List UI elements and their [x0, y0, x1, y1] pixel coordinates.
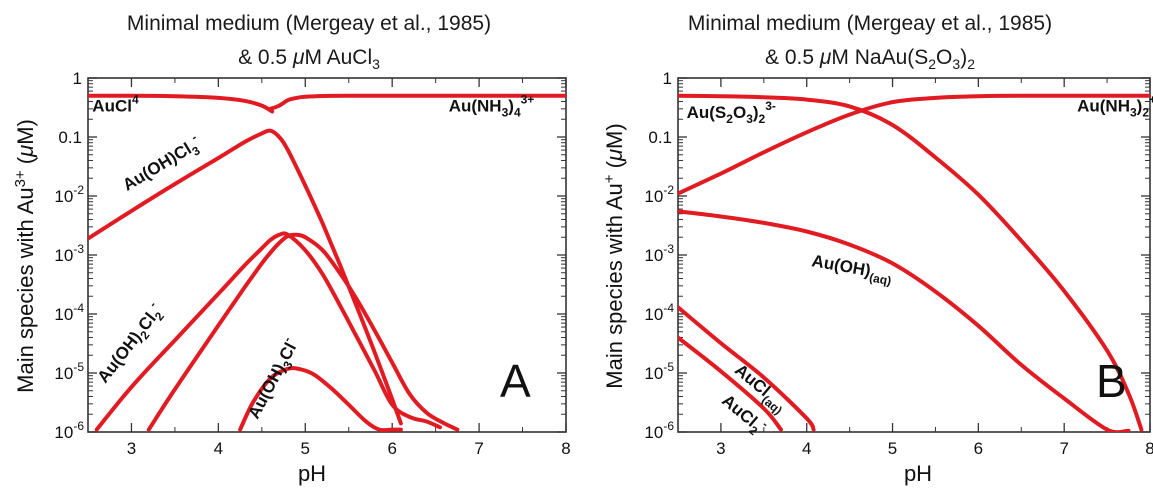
panel-b-title-line1: Minimal medium (Mergeay et al., 1985): [688, 12, 1052, 35]
panel-a-label-auohcl3: Au(OH)Cl3-: [117, 130, 206, 198]
panel-a-y-axis-label: Main species with Au3+ (μM): [12, 119, 38, 393]
panel-b-x-tick-label: 8: [1145, 439, 1153, 458]
panel-b-label-aus2o32: Au(S2O3)23-: [687, 99, 776, 126]
panel-a-label-auoh3cl: Au(OH)3Cl-: [241, 334, 306, 424]
panel-b-y-tick-label: 0.1: [648, 128, 672, 147]
panel-b-x-tick-label: 6: [974, 439, 983, 458]
panel-a-y-tick-label: 10-6: [54, 419, 84, 442]
panel-b-x-tick-label: 5: [888, 439, 897, 458]
panel-b-y-tick-label: 10-5: [644, 360, 674, 383]
panel-b: Minimal medium (Mergeay et al., 1985) & …: [601, 12, 1153, 486]
panel-b-series-aucl2: [678, 335, 783, 432]
panel-a-y-tick-label: 10-2: [54, 183, 84, 206]
panel-a-series-aunh34: [268, 93, 566, 111]
panel-a-y-tick-label: 10-5: [54, 360, 84, 383]
panel-a-letter: A: [500, 355, 531, 407]
panel-b-title-line2: & 0.5 μM NaAu(S2O3)2: [765, 46, 975, 72]
panel-b-x-tick-label: 4: [802, 439, 811, 458]
panel-b-y-tick-label: 10-2: [644, 183, 674, 206]
panel-b-series-aunh32: [678, 93, 1150, 196]
panel-a-x-tick-label: 3: [127, 439, 136, 458]
panel-a-series-auohcl3: [88, 128, 403, 426]
panel-b-y-tick-label: 10-4: [644, 301, 674, 324]
panel-a-y-tick-label: 1: [73, 69, 82, 88]
panel-b-x-axis-label: pH: [904, 461, 932, 486]
panel-b-x-tick-label: 7: [1059, 439, 1068, 458]
panel-b-y-tick-label: 10-3: [644, 242, 674, 265]
panel-b-series-auclaq: [678, 305, 816, 432]
panel-a-series-aucl4: [88, 93, 275, 114]
panel-a-title-line1: Minimal medium (Mergeay et al., 1985): [127, 12, 491, 35]
panel-a-y-tick-label: 0.1: [58, 128, 82, 147]
panel-b-label-aunh32: Au(NH3)2+: [1077, 93, 1153, 120]
panel-a-plot: 1 0.1 10-2 10-3 10-4 10-5 10-6 3 4 5 6 7 8 AuCl4 Au(OH…: [54, 69, 570, 458]
panel-b-y-tick-label: 1: [663, 69, 672, 88]
panel-a-x-tick-label: 5: [301, 439, 310, 458]
panel-a-label-aunh34: Au(NH3)43+: [449, 93, 535, 120]
panel-a-x-tick-label: 6: [387, 439, 396, 458]
panel-b-y-tick-label: 10-6: [644, 419, 674, 442]
panel-a-y-tick-label: 10-4: [54, 301, 84, 324]
panel-b-series-aus2o32: [678, 93, 1144, 432]
panel-b-x-tick-label: 3: [716, 439, 725, 458]
panel-a-series-auoh2cl2: [94, 231, 442, 432]
panel-a-x-tick-label: 7: [474, 439, 483, 458]
panel-a-y-tick-label: 10-3: [54, 242, 84, 265]
panel-a-x-axis-label: pH: [298, 461, 326, 486]
panel-a-series-auoh3cl_low: [238, 366, 403, 432]
panel-b-y-axis-label: Main species with Au+ (μM): [601, 123, 627, 388]
panel-a-x-tick-label: 8: [561, 439, 570, 458]
panel-a-label-auoh2cl2: Au(OH)2Cl2-: [90, 298, 169, 389]
panel-a: Minimal medium (Mergeay et al., 1985) & …: [12, 12, 571, 486]
panel-b-series-auohaq: [678, 209, 1131, 432]
panel-b-plot: 1 0.1 10-2 10-3 10-4 10-5 10-6 3 4 5 6 7 8 Au(S2O3)23…: [644, 69, 1153, 458]
panel-a-series-auoh3cl: [146, 232, 460, 432]
panel-a-x-tick-label: 4: [214, 439, 223, 458]
panel-a-label-aucl4: AuCl4: [92, 93, 139, 116]
panel-a-title-line2: & 0.5 μM AuCl3: [238, 46, 380, 72]
panel-b-letter: B: [1096, 355, 1127, 407]
